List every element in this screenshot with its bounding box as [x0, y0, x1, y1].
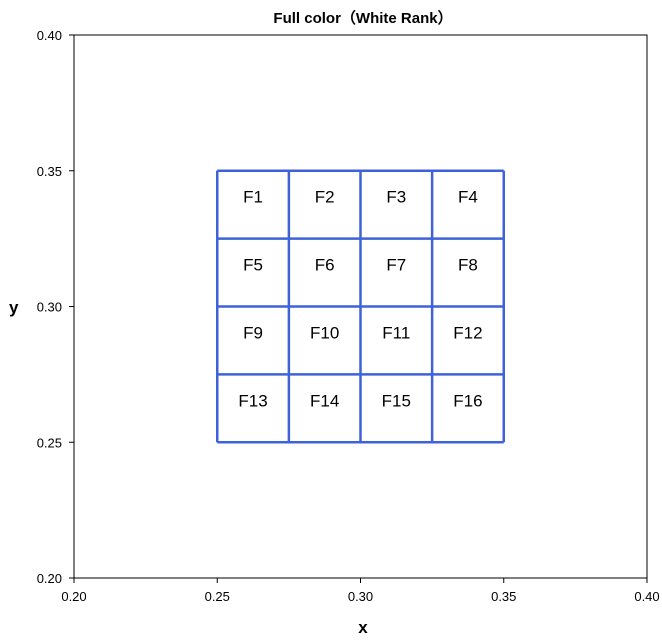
y-tick-label: 0.30 — [37, 300, 62, 315]
cell-label: F15 — [382, 391, 411, 410]
cell-label: F16 — [453, 391, 482, 410]
cell-label: F3 — [386, 188, 406, 207]
y-tick-label: 0.35 — [37, 164, 62, 179]
cell-label: F12 — [453, 323, 482, 342]
cell-label: F11 — [382, 323, 410, 342]
cell-label: F6 — [315, 256, 335, 275]
cell-label: F8 — [458, 256, 478, 275]
cell-label: F1 — [243, 188, 263, 207]
x-tick-label: 0.35 — [491, 589, 516, 604]
cell-label: F13 — [238, 391, 267, 410]
cell-label: F4 — [458, 188, 478, 207]
x-tick-label: 0.40 — [634, 589, 659, 604]
x-axis-label: x — [358, 618, 368, 637]
x-tick-label: 0.25 — [205, 589, 230, 604]
cell-label: F5 — [243, 256, 263, 275]
x-tick-label: 0.20 — [61, 589, 86, 604]
cell-label: F7 — [386, 256, 406, 275]
y-axis-label: y — [9, 298, 19, 317]
y-tick-label: 0.25 — [37, 435, 62, 450]
chart-title: Full color（White Rank） — [273, 9, 452, 27]
cell-labels: F1 F2 F3 F4 F5 F6 F7 F8 F9 F10 F11 F12 F13 F14 F15 F16 — [238, 188, 482, 411]
y-axis-ticks: 0.20 0.25 0.30 0.35 0.40 — [37, 28, 74, 586]
cell-label: F9 — [243, 323, 263, 342]
cell-label: F2 — [315, 188, 335, 207]
cell-label: F10 — [310, 323, 339, 342]
cell-label: F14 — [310, 391, 339, 410]
cell-grid — [216, 169, 505, 444]
x-axis-ticks: 0.20 0.25 0.30 0.35 0.40 — [61, 578, 660, 604]
y-tick-label: 0.40 — [37, 28, 62, 43]
x-tick-label: 0.30 — [348, 589, 373, 604]
y-tick-label: 0.20 — [37, 571, 62, 586]
